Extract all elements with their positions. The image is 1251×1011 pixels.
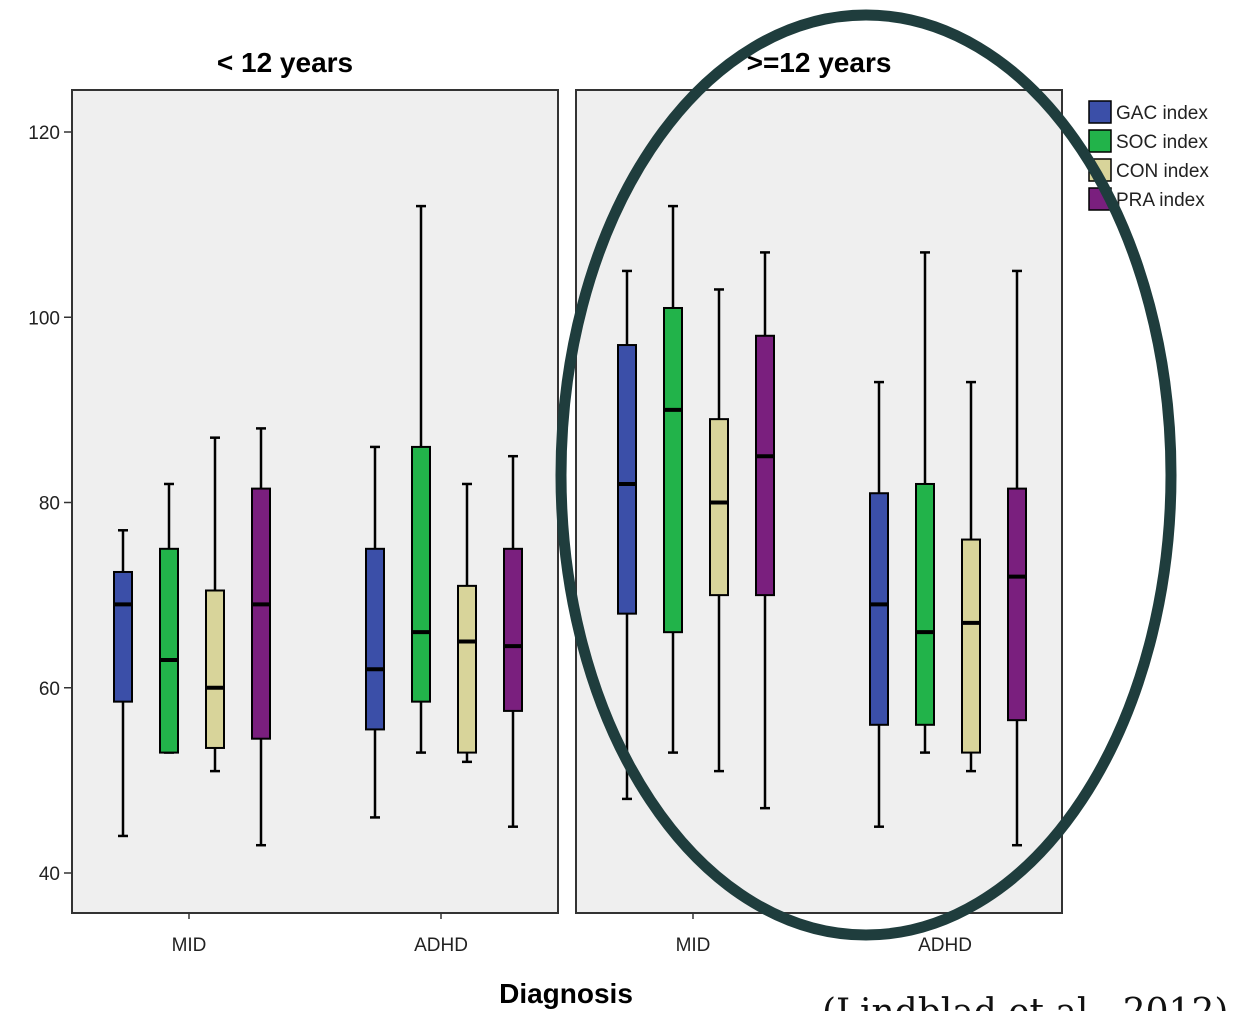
panel-title: >=12 years — [747, 47, 892, 78]
box-gac-index — [869, 380, 889, 828]
y-tick-label: 40 — [39, 864, 60, 885]
y-tick-label: 60 — [39, 679, 60, 700]
panels: < 12 years MID ADHD >=12 years MID ADHD — [71, 47, 1063, 956]
panel-background — [575, 89, 1063, 914]
box-gac-index — [365, 445, 385, 819]
x-tick-label: ADHD — [414, 935, 468, 956]
box-soc-index — [663, 204, 683, 754]
box-soc-index — [915, 251, 935, 754]
box-gac-index — [113, 529, 133, 838]
box-iqr — [503, 547, 523, 712]
box-soc-index — [159, 482, 179, 754]
legend-item-gac-index: GAC index — [1088, 100, 1208, 124]
highlight-ellipse — [555, 9, 1177, 941]
box-iqr — [617, 344, 637, 615]
panel-title: < 12 years — [217, 47, 353, 78]
box-con-index — [457, 482, 477, 764]
box-iqr — [113, 570, 133, 703]
box-group-mid: MID — [113, 427, 271, 956]
box-iqr — [869, 492, 889, 726]
box-con-index — [205, 436, 225, 773]
box-pra-index — [1007, 269, 1027, 847]
box-soc-index — [411, 204, 431, 754]
x-tick-label: MID — [676, 935, 711, 956]
box-iqr — [709, 418, 729, 597]
legend-label: PRA index — [1116, 190, 1205, 211]
legend-label: GAC index — [1116, 103, 1208, 124]
box-iqr — [159, 547, 179, 754]
panel-background — [71, 89, 559, 914]
box-iqr — [915, 482, 935, 726]
panel-1: < 12 years MID ADHD — [71, 47, 559, 956]
legend-swatch — [1088, 100, 1112, 124]
box-group-adhd: ADHD — [365, 204, 523, 956]
legend-label: CON index — [1116, 161, 1209, 182]
box-group-adhd: ADHD — [869, 251, 1027, 956]
y-tick-label: 80 — [39, 494, 60, 515]
box-pra-index — [503, 454, 523, 828]
box-iqr — [205, 589, 225, 749]
box-iqr — [365, 547, 385, 731]
legend-item-con-index: CON index — [1088, 158, 1209, 182]
box-iqr — [411, 445, 431, 703]
box-pra-index — [755, 251, 775, 810]
box-group-mid: MID — [617, 204, 775, 956]
y-tick-label: 100 — [28, 308, 60, 329]
panel-2: >=12 years MID ADHD — [575, 47, 1063, 956]
box-iqr — [1007, 487, 1027, 722]
box-iqr — [457, 584, 477, 754]
legend-swatch — [1088, 129, 1112, 153]
x-axis-title: Diagnosis — [499, 978, 633, 1009]
y-tick-label: 120 — [28, 123, 60, 144]
box-con-index — [961, 380, 981, 773]
box-iqr — [251, 487, 271, 740]
citation-text: (Lindblad et al., 2012) — [822, 992, 1228, 1011]
box-iqr — [755, 334, 775, 597]
y-axis: 40 60 80 100 120 — [28, 123, 72, 885]
box-iqr — [961, 538, 981, 754]
legend: GAC index SOC index CON index PRA index — [1088, 100, 1209, 211]
box-iqr — [663, 306, 683, 634]
box-con-index — [709, 288, 729, 773]
legend-item-soc-index: SOC index — [1088, 129, 1208, 153]
x-tick-label: MID — [172, 935, 207, 956]
legend-label: SOC index — [1116, 132, 1208, 153]
x-tick-label: ADHD — [918, 935, 972, 956]
box-pra-index — [251, 427, 271, 847]
